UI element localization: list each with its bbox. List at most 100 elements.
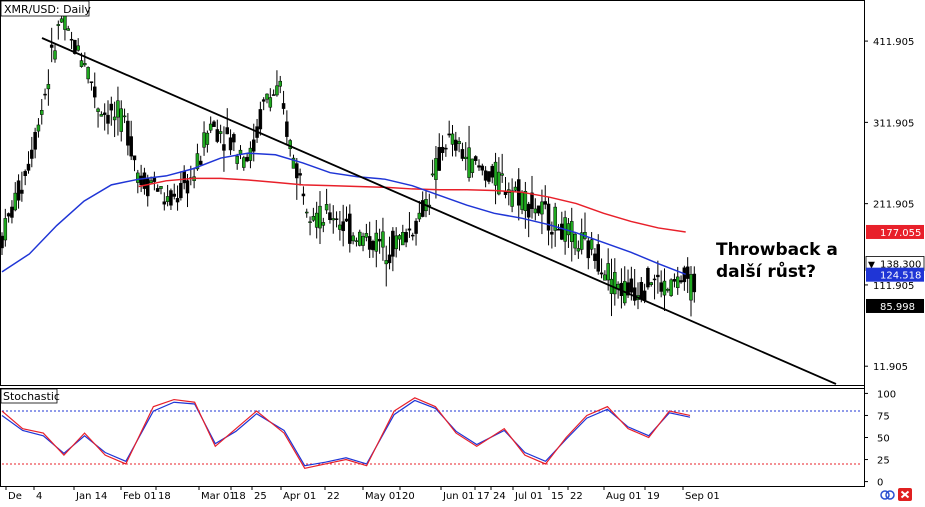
candle <box>324 188 329 214</box>
candle <box>371 239 375 258</box>
candle <box>490 163 494 184</box>
main-plot-area <box>0 0 837 385</box>
candle <box>543 185 547 210</box>
candle <box>295 158 299 200</box>
candle <box>172 183 176 200</box>
candle <box>285 110 289 145</box>
candle <box>102 103 107 131</box>
candle <box>99 111 104 117</box>
candle <box>245 153 249 163</box>
candle <box>222 126 226 172</box>
candle <box>437 133 441 171</box>
candle <box>43 88 47 100</box>
x-tick-label: Feb 01 <box>123 491 157 502</box>
candle <box>632 269 637 306</box>
ma-fast-line <box>1 152 686 275</box>
candle <box>454 131 458 157</box>
candle <box>321 217 326 233</box>
stochastic-red-line <box>1 397 691 470</box>
candle <box>39 98 44 125</box>
stoch-y-tick-label: 25 <box>877 456 890 467</box>
svg-text:124.518: 124.518 <box>880 271 921 282</box>
candle <box>314 201 319 239</box>
sync-icon[interactable] <box>880 488 895 501</box>
candle <box>304 208 309 218</box>
ma-slow-line <box>138 177 686 233</box>
candle <box>685 257 690 294</box>
candle <box>155 184 160 192</box>
candle <box>46 69 51 106</box>
candle <box>136 169 140 194</box>
candle <box>215 119 220 144</box>
candle <box>666 287 670 293</box>
candle <box>546 196 551 246</box>
candle <box>92 72 97 109</box>
candle <box>208 116 213 134</box>
candle <box>387 236 392 270</box>
candle <box>487 171 491 185</box>
x-tick-label: 24 <box>493 491 506 502</box>
candle <box>510 178 514 213</box>
y-tick-label: 411.905 <box>873 37 914 48</box>
stoch-y-tick-label: 75 <box>877 411 890 422</box>
candle <box>377 228 382 254</box>
candle <box>410 232 415 241</box>
x-tick-label: Jan 14 <box>75 491 107 502</box>
candle <box>351 232 355 245</box>
candle <box>553 202 557 247</box>
candle <box>198 155 203 166</box>
close-icon[interactable] <box>898 488 912 501</box>
y-tick-label: 311.905 <box>873 118 914 129</box>
candle <box>662 268 667 311</box>
candle <box>599 258 604 279</box>
candle <box>457 137 461 153</box>
candle <box>533 198 538 221</box>
candle <box>261 97 266 111</box>
candle <box>341 204 345 247</box>
candle <box>348 204 352 253</box>
candle <box>235 153 239 170</box>
candle <box>467 125 471 182</box>
candle <box>669 278 673 297</box>
trendline[interactable] <box>41 37 837 385</box>
candle <box>248 141 253 169</box>
x-tick-label: May 01 <box>365 491 402 502</box>
candle <box>338 210 342 241</box>
candle <box>202 121 206 156</box>
candle <box>540 189 544 235</box>
candle <box>16 174 21 209</box>
svg-text:▼: ▼ <box>868 260 875 270</box>
candle <box>450 125 455 157</box>
x-tick-label: 20 <box>402 491 415 502</box>
svg-text:177.055: 177.055 <box>880 228 921 239</box>
candle <box>328 203 332 224</box>
candle <box>301 186 306 205</box>
x-tick-label: 15 <box>551 491 564 502</box>
candle <box>106 100 110 135</box>
candle <box>278 75 282 94</box>
candle <box>692 266 697 303</box>
candle <box>20 171 24 202</box>
candle <box>36 118 41 138</box>
candle <box>430 159 435 178</box>
candle <box>381 217 385 261</box>
candle <box>109 96 114 126</box>
price-label: ▼ 138.300 <box>865 256 925 271</box>
candle <box>656 260 660 294</box>
candle <box>258 101 263 136</box>
candle <box>384 245 388 287</box>
candle <box>357 229 362 247</box>
candle <box>364 223 369 242</box>
price-label: 85.998 <box>866 298 924 313</box>
x-tick-label: Sep 01 <box>685 491 720 502</box>
candle <box>589 232 594 256</box>
candle <box>232 132 236 152</box>
candle <box>463 142 468 171</box>
stochastic-title-box: Stochastic <box>0 388 60 404</box>
candle <box>6 212 11 223</box>
axis-labels: 411.905 311.905 211.905 111.905 11.905 100 75 5… <box>5 37 914 502</box>
candle <box>69 31 74 49</box>
